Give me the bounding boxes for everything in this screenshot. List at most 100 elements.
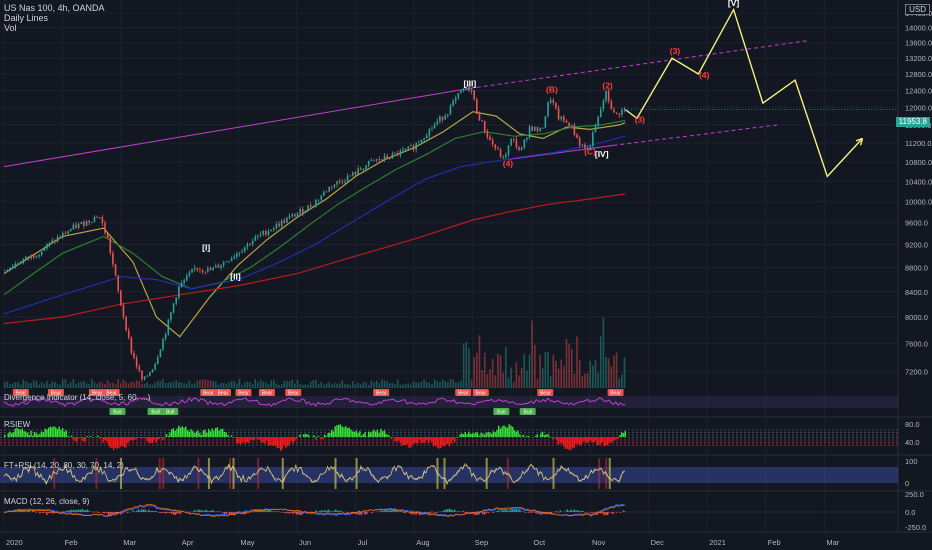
rsiew-bar: [287, 437, 289, 447]
volume-bar: [568, 343, 570, 388]
macd-bar: [531, 512, 533, 513]
y-tick-label: 8400.0: [905, 288, 928, 297]
volume-bar: [283, 380, 286, 388]
candle-body: [410, 145, 412, 147]
candle-body: [346, 175, 349, 182]
macd-bar: [272, 511, 275, 512]
volume-bar: [222, 382, 225, 388]
volume-bar: [531, 320, 533, 388]
wave-label: (3): [670, 46, 681, 56]
stoch-signal-bar: [598, 458, 601, 489]
candle-body: [320, 195, 323, 200]
macd-bar: [387, 510, 389, 512]
rsiew-bar: [11, 433, 13, 437]
rsiew-bar: [455, 437, 458, 439]
rsiew-bar: [53, 426, 55, 437]
rsiew-bar: [292, 437, 294, 444]
rsiew-bar: [492, 431, 495, 437]
volume-bar: [88, 383, 90, 388]
macd-bar: [33, 511, 36, 512]
macd-bar: [334, 509, 336, 512]
candle-body: [576, 134, 578, 139]
y-tick-label: 10000.0: [905, 198, 932, 207]
currency-button[interactable]: USD: [905, 4, 930, 15]
candle-body: [307, 205, 309, 211]
macd-bar: [160, 512, 162, 514]
macd-bar: [469, 512, 472, 513]
rsiew-axis-label: 80.0: [905, 420, 920, 429]
volume-bar: [135, 380, 138, 388]
macd-bar: [77, 509, 80, 512]
candle-body: [589, 145, 592, 149]
macd-bar: [325, 510, 328, 512]
rsiew-bar: [568, 437, 570, 450]
divergence-tag-label: Bear: [476, 391, 487, 397]
rsiew-bar: [624, 430, 626, 437]
candle-body: [394, 153, 396, 154]
macd-bar: [111, 512, 113, 515]
channel-line: [469, 40, 807, 89]
candle-body: [225, 261, 228, 263]
macd-bar: [366, 512, 368, 515]
rsiew-bar: [350, 429, 352, 437]
macd-bar: [46, 512, 48, 515]
rsiew-bar: [443, 437, 445, 447]
rsiew-bar: [153, 437, 155, 440]
macd-bar: [135, 510, 138, 512]
candle-body: [483, 120, 486, 132]
macd-bar: [450, 509, 452, 512]
macd-bar: [299, 512, 301, 515]
volume-bar: [141, 384, 143, 388]
macd-bar: [513, 509, 516, 512]
macd-bar: [239, 512, 241, 514]
candle-body: [520, 147, 523, 151]
divergence-tag: [47, 389, 64, 396]
volume-bar: [349, 384, 352, 388]
rsiew-bar: [482, 433, 484, 437]
candle-body: [138, 366, 141, 371]
macd-bar: [91, 511, 94, 512]
stoch-signal-bar: [162, 458, 165, 489]
macd-bar: [457, 511, 459, 512]
rsiew-bar: [353, 431, 356, 437]
candle-body: [259, 234, 262, 236]
volume-bar: [330, 384, 333, 388]
candle-body: [146, 375, 148, 377]
volume-bar: [246, 381, 249, 388]
rsiew-bar: [420, 437, 423, 443]
volume-bar: [133, 382, 135, 388]
volume-bar: [549, 376, 552, 388]
rsiew-bar: [591, 437, 593, 443]
macd-bar: [330, 511, 333, 512]
candle-body: [441, 116, 444, 120]
rsiew-bar: [112, 437, 115, 451]
macd-bar: [605, 512, 607, 516]
candle-body: [523, 139, 526, 148]
candle-body: [106, 232, 109, 238]
rsiew-bar: [571, 437, 574, 448]
candle-body: [399, 150, 402, 156]
volume-bar: [309, 381, 312, 388]
rsiew-bar: [28, 435, 31, 437]
divergence-tag: [214, 389, 231, 396]
candle-body: [378, 159, 381, 161]
volume-bar: [541, 368, 544, 388]
macd-bar: [566, 509, 568, 512]
rsiew-bar: [232, 437, 234, 438]
volume-bar: [539, 355, 541, 388]
divergence-tag-label: Bull: [113, 410, 121, 416]
macd-bar: [148, 509, 150, 512]
macd-bar: [207, 511, 210, 512]
volume-bar: [185, 383, 188, 388]
rsiew-bar: [163, 437, 166, 439]
volume-bar: [91, 379, 93, 388]
candle-body: [294, 214, 296, 217]
rsiew-bar: [109, 437, 111, 448]
candle-body: [402, 149, 404, 151]
macd-bar: [383, 510, 386, 512]
macd-bar: [441, 511, 444, 512]
rsiew-bar: [399, 437, 401, 443]
rsiew-bar: [220, 428, 222, 437]
rsiew-bar: [452, 437, 454, 440]
